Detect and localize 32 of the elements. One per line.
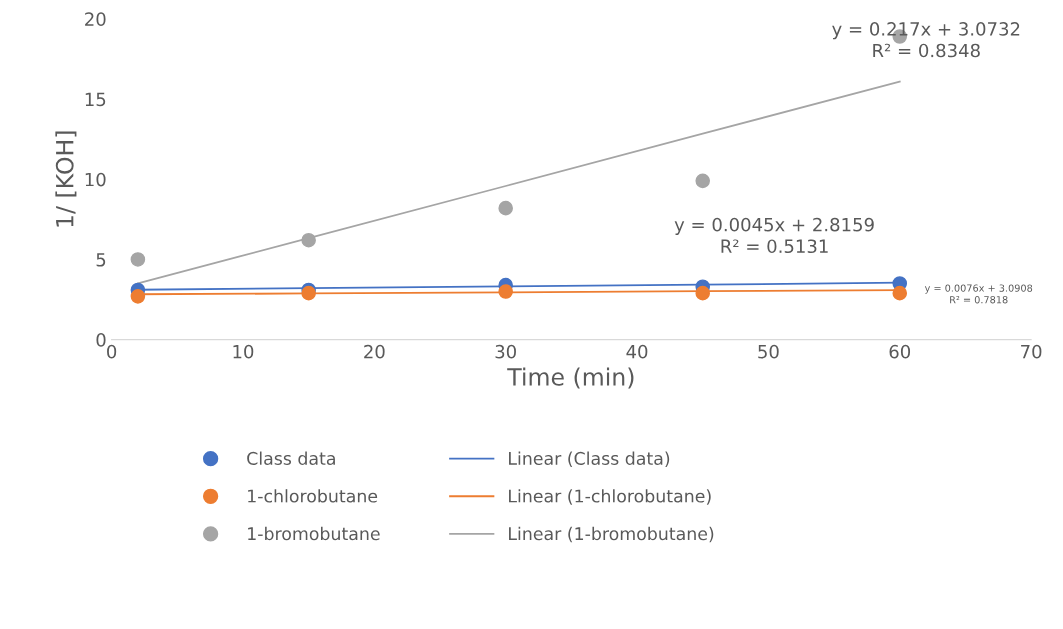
- x-tick-label: 20: [364, 344, 385, 359]
- x-tick-label: 10: [233, 344, 254, 359]
- point: [301, 232, 316, 248]
- y-tick-label: 0: [96, 333, 106, 347]
- legend-label: Linear (1-bromobutane): [509, 526, 714, 543]
- point: [130, 252, 146, 267]
- annotation: y = 0.0045x + 2.8159 R² = 0.5131: [674, 217, 874, 254]
- legend-label: 1-chlorobutane: [248, 489, 378, 503]
- legend-label: Class data: [247, 451, 335, 465]
- x-tick-label: 30: [495, 344, 516, 359]
- y-tick-label: 20: [85, 12, 106, 26]
- x-tick-label: 40: [626, 344, 648, 359]
- x-tick-label: 50: [758, 344, 779, 359]
- x-tick-label: 60: [889, 344, 911, 359]
- y-axis-title: 1/ [KOH]: [55, 131, 77, 227]
- annotation: y = 0.0076x + 3.0908 R² = 0.7818: [924, 284, 1033, 304]
- x-tick-label: 70: [1021, 344, 1042, 359]
- point: [498, 200, 513, 216]
- point: [892, 285, 908, 301]
- y-tick-label: 5: [96, 253, 106, 267]
- x-tick-label: 0: [107, 344, 117, 359]
- legend-label: Linear (Class data): [509, 451, 670, 467]
- legend-label: Linear (1-chlorobutane): [509, 489, 711, 505]
- annotation: y = 0.217x + 3.0732 R² = 0.8348: [832, 22, 1020, 58]
- point: [695, 173, 711, 189]
- y-tick-label: 15: [85, 92, 106, 107]
- point: [130, 289, 146, 304]
- legend-label: 1-bromobutane: [248, 526, 380, 541]
- point: [498, 284, 513, 299]
- point: [695, 285, 711, 301]
- y-tick-label: 10: [85, 172, 106, 187]
- x-axis-title: Time (min): [507, 367, 634, 389]
